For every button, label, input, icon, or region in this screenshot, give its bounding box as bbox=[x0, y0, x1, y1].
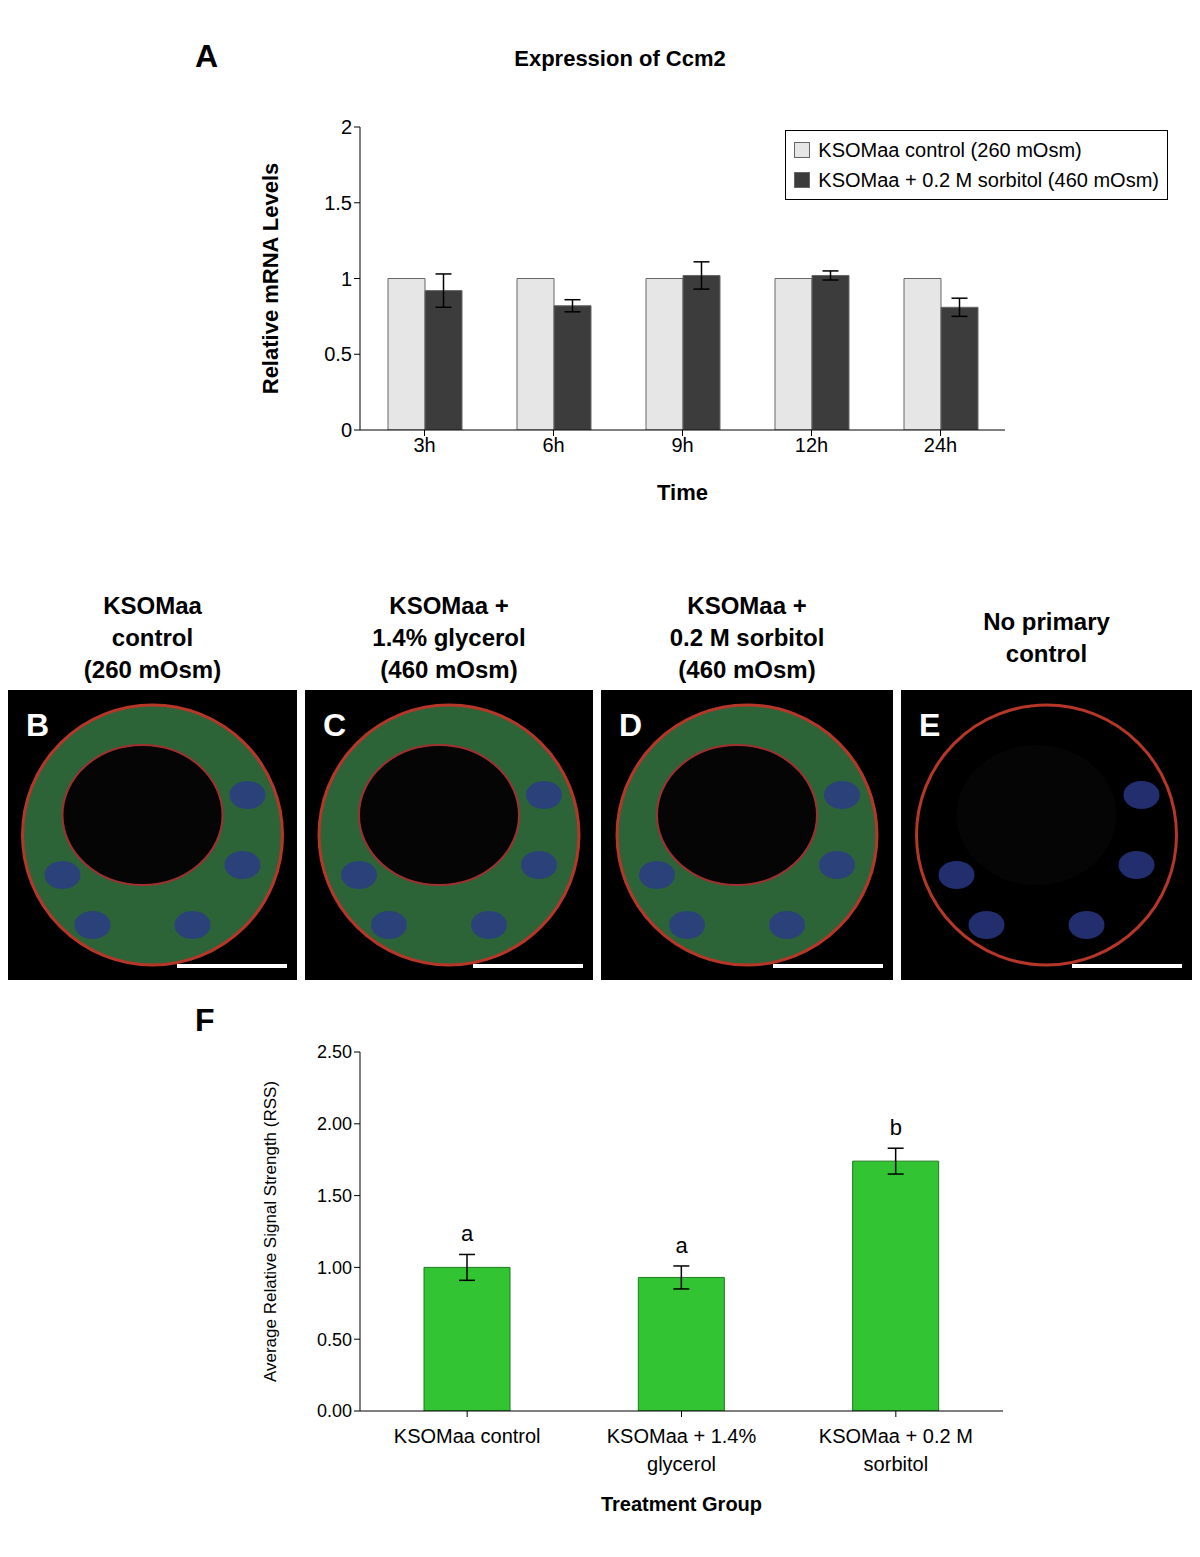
svg-text:0: 0 bbox=[341, 419, 352, 441]
svg-text:a: a bbox=[675, 1233, 688, 1258]
html-text:KSOMaa control (260 mOsm): KSOMaa control (260 mOsm) bbox=[818, 139, 1082, 161]
svg-text:Time: Time bbox=[657, 480, 708, 505]
svg-text:9h: 9h bbox=[671, 434, 693, 456]
html-text:F: F bbox=[195, 1002, 215, 1038]
svg-text:1.50: 1.50 bbox=[317, 1186, 352, 1206]
svg-text:E: E bbox=[919, 707, 940, 743]
svg-text:6h: 6h bbox=[542, 434, 564, 456]
svg-text:Average Relative Signal Streng: Average Relative Signal Strength (RSS) bbox=[261, 1081, 280, 1382]
svg-text:Relative mRNA Levels: Relative mRNA Levels bbox=[258, 163, 283, 395]
svg-text:0.50: 0.50 bbox=[317, 1330, 352, 1350]
svg-text:0.00: 0.00 bbox=[317, 1401, 352, 1421]
svg-text:1.00: 1.00 bbox=[317, 1258, 352, 1278]
svg-text:1: 1 bbox=[341, 268, 352, 290]
svg-text:b: b bbox=[890, 1115, 902, 1140]
html-text:0.2 M sorbitol: 0.2 M sorbitol bbox=[669, 624, 825, 651]
svg-text:24h: 24h bbox=[924, 434, 957, 456]
html-text:KSOMaa: KSOMaa bbox=[103, 592, 202, 619]
svg-text:KSOMaa + 0.2 M: KSOMaa + 0.2 M bbox=[819, 1425, 973, 1447]
html-text:(260 mOsm): (260 mOsm) bbox=[83, 656, 222, 683]
svg-text:KSOMaa control: KSOMaa control bbox=[394, 1425, 541, 1447]
html-text:KSOMaa +: KSOMaa + bbox=[389, 592, 509, 619]
html-text:A: A bbox=[195, 38, 219, 74]
svg-text:a: a bbox=[461, 1221, 474, 1246]
html-text:(460 mOsm): (460 mOsm) bbox=[678, 656, 816, 683]
svg-text:2: 2 bbox=[341, 116, 352, 138]
svg-text:B: B bbox=[26, 707, 49, 743]
svg-text:C: C bbox=[323, 707, 346, 743]
html-text:1.4% glycerol: 1.4% glycerol bbox=[372, 624, 526, 651]
svg-text:Treatment Group: Treatment Group bbox=[601, 1493, 762, 1515]
html-text:No primary: No primary bbox=[983, 608, 1110, 635]
svg-text:3h: 3h bbox=[413, 434, 435, 456]
svg-text:2.50: 2.50 bbox=[317, 1042, 352, 1062]
svg-text:1.5: 1.5 bbox=[324, 192, 352, 214]
html-text:KSOMaa + 0.2 M sorbitol (460 m: KSOMaa + 0.2 M sorbitol (460 mOsm) bbox=[818, 169, 1159, 191]
svg-text:KSOMaa + 1.4%: KSOMaa + 1.4% bbox=[607, 1425, 757, 1447]
svg-text:12h: 12h bbox=[795, 434, 828, 456]
html-text:(460 mOsm): (460 mOsm) bbox=[380, 656, 518, 683]
html-text:Expression of Ccm2: Expression of Ccm2 bbox=[514, 46, 726, 71]
svg-text:sorbitol: sorbitol bbox=[864, 1453, 928, 1475]
svg-text:glycerol: glycerol bbox=[647, 1453, 716, 1475]
html-text:control: control bbox=[111, 624, 194, 651]
html-text:control: control bbox=[1005, 640, 1088, 667]
svg-text:D: D bbox=[619, 707, 642, 743]
html-text:KSOMaa +: KSOMaa + bbox=[687, 592, 807, 619]
svg-text:0.5: 0.5 bbox=[324, 343, 352, 365]
svg-text:2.00: 2.00 bbox=[317, 1114, 352, 1134]
